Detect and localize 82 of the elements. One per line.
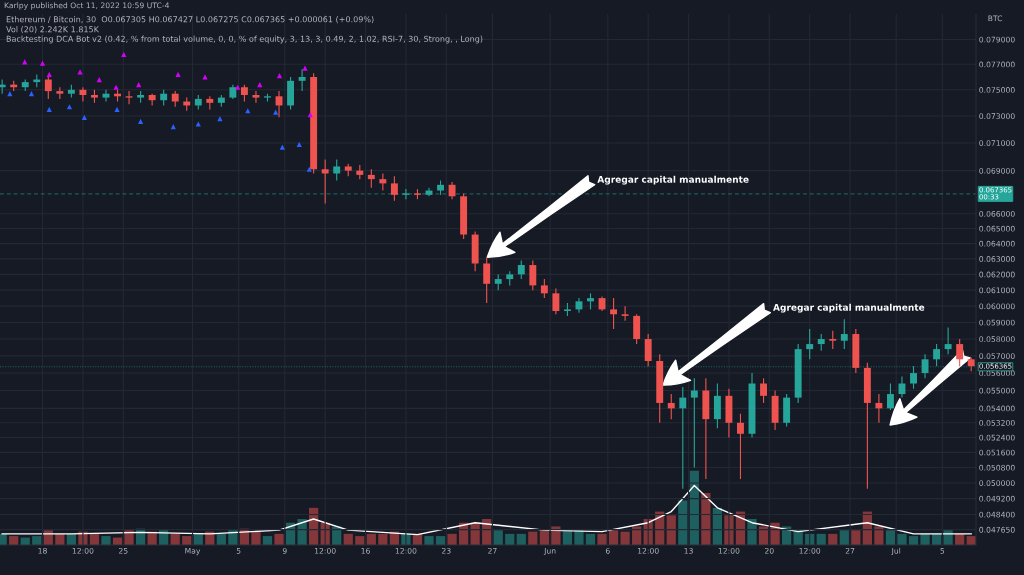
bar [274,533,284,545]
annotation: Backtesting DCA Bot v2 (0.42, % from total volume, 0, 0, % of equity, 3, 13, 3, 0.49, 2, 1.02, RSI-7, 30, Strong, , Long) [6,35,483,44]
candlestick [298,68,306,92]
candlestick [621,305,629,322]
point [96,76,102,83]
candlestick [875,393,883,424]
point [302,65,308,71]
bar [101,536,111,545]
point [296,141,302,147]
candlestick [517,259,525,280]
bar [251,531,261,545]
bar [424,536,434,545]
annotation: Agregar capital manualmente [597,175,749,185]
candlestick [713,382,721,429]
candlestick [367,168,375,189]
point [138,118,144,124]
point [195,121,201,127]
candlestick [402,188,410,200]
bar [447,533,457,545]
candlestick [390,175,398,202]
candlestick [552,287,560,315]
point [273,109,279,115]
bar [124,530,134,545]
candlestick [910,365,917,390]
point [28,91,35,97]
point [66,104,73,110]
point [235,84,241,90]
candlestick [944,326,952,355]
point [279,144,285,150]
bar [297,519,307,545]
candlestick [667,393,675,420]
candlestick [333,158,341,182]
candlestick [760,377,767,404]
bar [885,530,896,545]
point [306,166,312,172]
annotation: Agregar capital manualmente [773,303,925,313]
candlestick [933,343,941,367]
point [276,73,283,79]
candlestick [886,382,894,411]
point [46,106,52,112]
candlestick [252,90,260,104]
bar [597,533,607,545]
candlestick [79,86,87,103]
candlestick [610,297,618,330]
bar [851,530,861,545]
candlestick [633,313,641,345]
candlestick [540,278,548,299]
candlestick [483,256,491,304]
bar [620,531,630,545]
point [39,60,46,66]
candlestick [379,172,387,192]
candlestick [806,328,814,360]
bar [608,530,619,545]
point [202,74,208,80]
point [136,82,142,88]
candlestick [690,377,698,469]
candlestick [321,158,329,205]
bar [666,515,676,545]
candlestick [679,386,687,490]
candlestick [829,330,837,350]
bar [551,526,561,545]
candlestick [148,93,156,107]
chart-title: Ethereum / Bitcoin, 30 O0.067305 H0.067427 L0.067275 C0.067365 +0.000061 (+0.09%) [6,16,374,24]
point [81,114,87,120]
text: Vol (20) 2.242K 1.815K [6,26,100,34]
candlestick [125,90,133,105]
bar [770,522,780,545]
bar [747,519,757,545]
candlestick [644,333,652,367]
point [113,84,119,90]
point [121,51,127,57]
point [46,71,52,78]
bar [897,533,907,545]
candlestick [529,259,537,291]
bar [678,500,688,545]
bar [493,530,503,545]
candlestick [840,318,848,350]
candlestick [921,353,929,379]
bar [839,530,849,545]
candlestick [737,413,744,480]
bar [874,526,884,545]
candlestick [956,338,964,367]
